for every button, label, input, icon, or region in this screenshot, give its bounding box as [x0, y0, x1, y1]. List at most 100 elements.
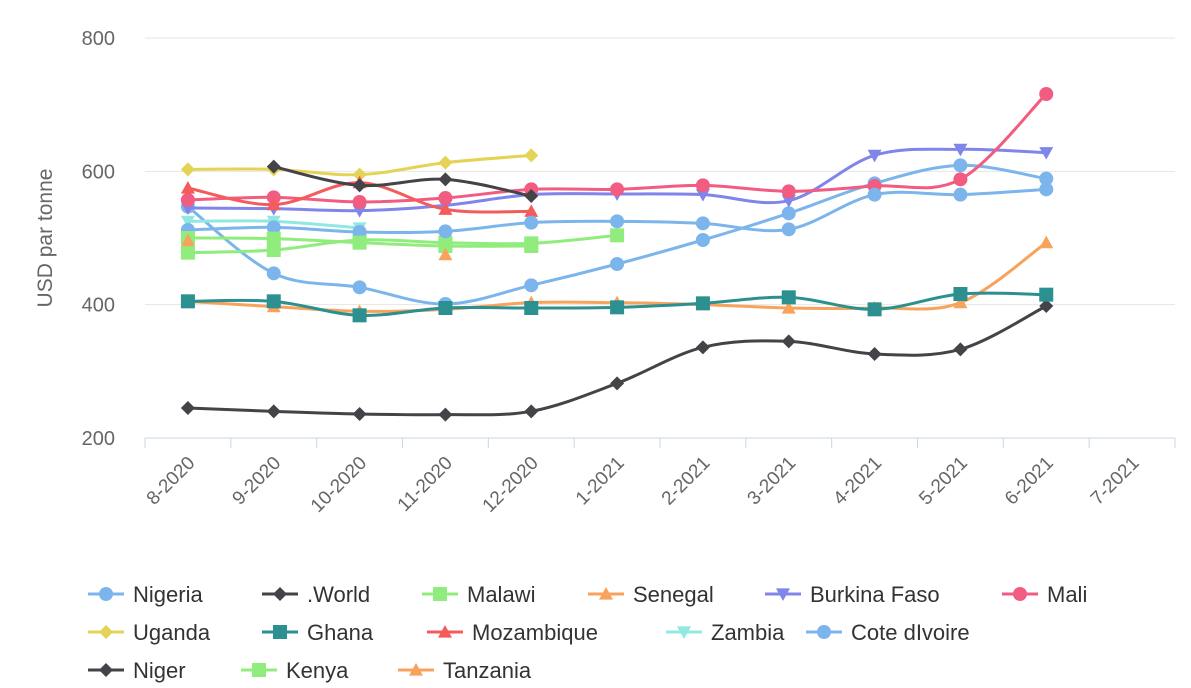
data-point-ghana[interactable] [781, 290, 796, 305]
data-point-nigeria[interactable] [610, 257, 625, 271]
legend-item-malawi[interactable]: Malawi [422, 582, 535, 607]
legend-item-mali[interactable]: Mali [1002, 582, 1087, 607]
series-line-world[interactable] [186, 304, 1048, 417]
data-point-ghana[interactable] [524, 301, 539, 315]
legend-item-burkina-faso[interactable]: Burkina Faso [765, 582, 940, 607]
data-point-mali[interactable] [180, 193, 195, 207]
data-point-cote-divoire[interactable] [266, 220, 281, 235]
data-point-nigeria[interactable] [266, 266, 281, 281]
data-point-ghana[interactable] [610, 300, 625, 315]
data-point-burkina-faso[interactable] [352, 205, 367, 218]
data-point-mozambique[interactable] [266, 197, 281, 211]
data-point-world[interactable] [438, 407, 453, 422]
data-point-niger[interactable] [266, 159, 281, 174]
data-point-burkina-faso[interactable] [1039, 147, 1054, 160]
data-point-senegal[interactable] [1039, 235, 1054, 249]
data-point-burkina-faso[interactable] [781, 195, 796, 208]
data-point-mozambique[interactable] [180, 181, 195, 194]
data-point-burkina-faso[interactable] [867, 149, 882, 163]
data-point-world[interactable] [867, 347, 882, 361]
data-point-burkina-faso[interactable] [953, 143, 968, 157]
data-point-ghana[interactable] [266, 294, 281, 309]
data-point-tanzania[interactable] [438, 247, 453, 261]
data-point-ghana[interactable] [180, 294, 195, 309]
data-point-senegal[interactable] [781, 301, 796, 314]
legend-item-niger[interactable]: Niger [88, 658, 186, 683]
data-point-ghana[interactable] [1039, 287, 1054, 302]
data-point-cote-divoire[interactable] [695, 216, 710, 231]
data-point-senegal[interactable] [953, 295, 968, 309]
data-point-kenya[interactable] [266, 231, 281, 246]
data-point-mozambique[interactable] [438, 202, 453, 215]
data-point-world[interactable] [524, 404, 539, 419]
legend-item-tanzania[interactable]: Tanzania [398, 658, 532, 683]
data-point-malawi[interactable] [266, 243, 281, 257]
data-point-nigeria[interactable] [352, 280, 367, 295]
data-point-world[interactable] [1039, 299, 1054, 313]
data-point-mozambique[interactable] [524, 204, 539, 217]
data-point-tanzania[interactable] [180, 233, 195, 247]
legend-item-cote-divoire[interactable]: Cote dIvoire [806, 620, 970, 645]
data-point-uganda[interactable] [180, 162, 195, 177]
data-point-cote-divoire[interactable] [953, 187, 968, 202]
data-point-nigeria[interactable] [781, 206, 796, 221]
x-tick-label: 8-2020 [143, 453, 200, 510]
data-point-mali[interactable] [953, 172, 968, 187]
data-point-mali[interactable] [610, 182, 625, 197]
data-point-uganda[interactable] [352, 167, 367, 182]
series-line-burkina-faso[interactable] [186, 147, 1048, 213]
data-point-cote-divoire[interactable] [781, 222, 796, 237]
data-point-ghana[interactable] [867, 302, 882, 317]
data-point-ghana[interactable] [352, 308, 367, 323]
data-point-mali[interactable] [438, 191, 453, 205]
data-point-malawi[interactable] [180, 245, 195, 260]
data-point-world[interactable] [695, 340, 710, 355]
data-point-kenya[interactable] [352, 235, 367, 250]
data-point-zambia[interactable] [180, 215, 195, 229]
data-point-niger[interactable] [438, 172, 453, 187]
data-point-nigeria[interactable] [695, 233, 710, 247]
series-line-niger[interactable] [272, 165, 533, 198]
legend-item-kenya[interactable]: Kenya [241, 658, 349, 683]
data-point-cote-divoire[interactable] [524, 215, 539, 230]
data-point-cote-divoire[interactable] [352, 225, 367, 239]
data-point-nigeria[interactable] [953, 158, 968, 173]
data-point-mali[interactable] [695, 178, 710, 193]
data-point-mali[interactable] [1039, 87, 1054, 101]
data-point-cote-divoire[interactable] [867, 187, 882, 202]
data-point-world[interactable] [266, 404, 281, 419]
data-point-niger[interactable] [352, 178, 367, 193]
data-point-cote-divoire[interactable] [1039, 182, 1054, 197]
data-point-uganda[interactable] [524, 148, 539, 163]
data-point-nigeria[interactable] [524, 278, 539, 293]
data-point-cote-divoire[interactable] [610, 214, 625, 229]
data-point-mali[interactable] [352, 195, 367, 209]
data-point-world[interactable] [953, 342, 968, 357]
data-point-ghana[interactable] [953, 287, 968, 301]
data-point-world[interactable] [610, 376, 625, 391]
data-point-kenya[interactable] [438, 239, 453, 253]
data-point-malawi[interactable] [610, 228, 625, 243]
data-point-world[interactable] [352, 407, 367, 421]
x-tick-label: 6-2021 [1001, 453, 1058, 510]
legend-item-ghana[interactable]: Ghana [262, 620, 374, 645]
data-point-mali[interactable] [266, 190, 281, 205]
series-line-malawi[interactable] [186, 233, 619, 255]
legend-item-senegal[interactable]: Senegal [588, 582, 714, 607]
data-point-nigeria[interactable] [1039, 171, 1054, 186]
data-point-world[interactable] [180, 401, 195, 415]
legend-item-world[interactable]: .World [262, 582, 370, 607]
data-point-cote-divoire[interactable] [438, 224, 453, 239]
data-point-niger[interactable] [524, 189, 539, 203]
data-point-mali[interactable] [781, 184, 796, 199]
data-point-burkina-faso[interactable] [695, 189, 710, 202]
legend-item-nigeria[interactable]: Nigeria [88, 582, 203, 607]
data-point-ghana[interactable] [438, 301, 453, 315]
data-point-uganda[interactable] [438, 155, 453, 170]
data-point-ghana[interactable] [695, 296, 710, 311]
legend-item-mozambique[interactable]: Mozambique [427, 620, 598, 645]
legend-item-zambia[interactable]: Zambia [666, 620, 785, 645]
data-point-world[interactable] [781, 334, 796, 349]
data-point-kenya[interactable] [524, 239, 539, 253]
legend-item-uganda[interactable]: Uganda [88, 620, 211, 645]
